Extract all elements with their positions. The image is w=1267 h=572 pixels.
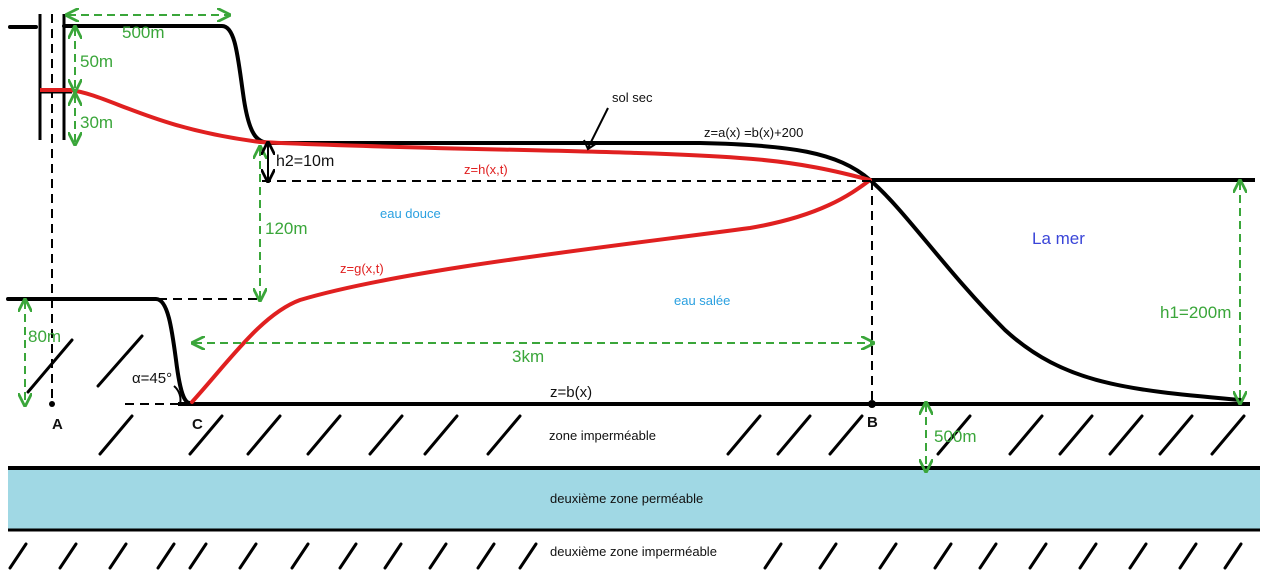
label-impermeable: zone imperméable [549,428,656,443]
hatch-mark [1158,414,1194,456]
hatch-mark [763,542,783,570]
hatch-mark [188,414,224,456]
label-3km: 3km [512,347,544,366]
point-A-label: A [52,416,63,433]
hatch-mark [290,542,310,570]
hatch-mark [486,414,522,456]
dry-soil-pointer-head [583,139,598,151]
hatch-mark [1028,542,1048,570]
hatch-mark [156,542,176,570]
label-surface: z=a(x) =b(x)+200 [704,125,803,140]
label-salt-water: eau salée [674,293,730,308]
hatch-mark [1078,542,1098,570]
hatch-mark [1008,414,1044,456]
hatch-mark [726,414,762,456]
hatch-mark [978,542,998,570]
hatch-mark [8,542,28,570]
point-B-label: B [867,414,878,431]
label-alpha: α=45° [132,370,172,387]
hatch-mark [423,414,459,456]
hatch-mark [818,542,838,570]
point-A-dot [49,401,55,407]
hatch-mark [1210,414,1246,456]
hatch-impermeable-zone [98,414,1246,456]
hatch-second-impermeable-zone [8,542,1243,570]
label-h-curve: z=h(x,t) [464,162,508,177]
hatch-mark [98,414,134,456]
hatch-mark [476,542,496,570]
label-second-permeable: deuxième zone perméable [550,491,703,506]
dry-soil-pointer [587,107,609,149]
label-fresh-water: eau douce [380,206,441,221]
label-g-curve: z=g(x,t) [340,261,384,276]
hatch-mark [936,414,972,456]
label-h2: h2=10m [276,153,334,170]
hatch-mark [338,542,358,570]
point-C-label: C [192,416,203,433]
hatch-mark [306,414,342,456]
label-500m-top: 500m [122,23,165,42]
hatch-mark [108,542,128,570]
hatch-mark [383,542,403,570]
curve-h [68,88,872,182]
hatch-mark [58,542,78,570]
hatch-mark [776,414,812,456]
hatch-mark [878,542,898,570]
point-B-dot [868,400,876,408]
hatch-mark [828,414,864,456]
hatch-mark [26,338,74,394]
label-80m: 80m [28,327,61,346]
label-500m-bottom: 500m [934,427,977,446]
hatch-left-ledge [26,334,144,394]
second-permeable-layer [8,468,1260,530]
label-b-curve: z=b(x) [550,384,592,401]
hatch-mark [1128,542,1148,570]
label-120m: 120m [265,219,308,238]
surface-curve [62,24,1242,402]
label-h1: h1=200m [1160,303,1231,322]
hatch-mark [1223,542,1243,570]
hatch-mark [368,414,404,456]
hatch-mark [933,542,953,570]
label-sea: La mer [1032,229,1085,248]
hatch-mark [1178,542,1198,570]
label-second-impermeable: deuxième zone imperméable [550,544,717,559]
hatch-mark [428,542,448,570]
hatch-mark [518,542,538,570]
label-30m: 30m [80,113,113,132]
left-ledge [6,297,192,405]
curve-g [190,178,872,404]
label-50m: 50m [80,52,113,71]
hatch-mark [96,334,144,388]
label-dry-soil: sol sec [612,90,653,105]
hatch-mark [188,542,208,570]
hatch-mark [1108,414,1144,456]
hatch-mark [1058,414,1094,456]
hatch-mark [246,414,282,456]
angle-arc [173,385,182,405]
hatch-mark [238,542,258,570]
